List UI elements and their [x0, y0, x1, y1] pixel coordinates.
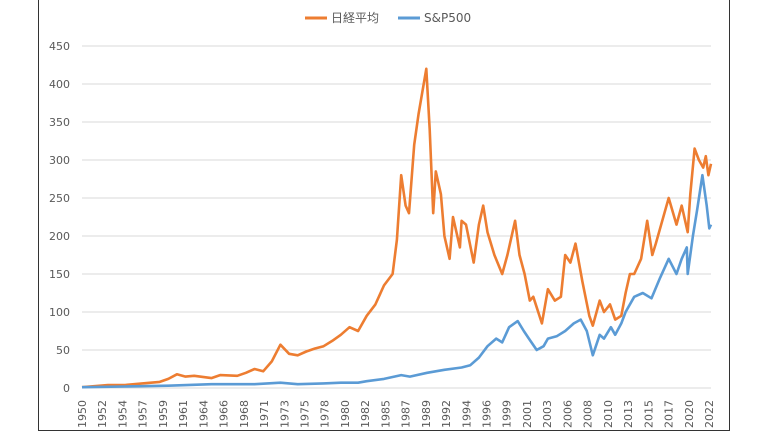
legend-label-sp500: S&P500	[424, 11, 471, 25]
x-tick-label: 1996	[481, 400, 494, 428]
x-tick-label: 1964	[197, 400, 210, 428]
x-tick-label: 1992	[440, 400, 453, 428]
series-line-nikkei	[81, 67, 713, 389]
y-tick-label: 350	[49, 116, 70, 129]
legend-label-nikkei: 日経平均	[331, 11, 379, 25]
x-tick-label: 2022	[703, 400, 716, 428]
x-tick-label: 1975	[298, 400, 311, 428]
y-tick-label: 150	[49, 268, 70, 281]
x-tick-label: 2003	[541, 400, 554, 428]
x-tick-label: 1989	[420, 400, 433, 428]
y-tick-label: 100	[49, 306, 70, 319]
x-tick-label: 1959	[157, 400, 170, 428]
x-axis-ticks: 1950 1952 1954 1957 1959 1961 1964 1966 1968 1971…	[76, 400, 716, 428]
x-tick-label: 2015	[642, 400, 655, 428]
y-tick-label: 400	[49, 78, 70, 91]
x-tick-label: 1987	[400, 400, 413, 428]
x-tick-label: 2017	[663, 400, 676, 428]
x-tick-label: 1985	[379, 400, 392, 428]
y-tick-label: 0	[63, 382, 70, 395]
y-tick-label: 450	[49, 40, 70, 53]
legend: 日経平均 S&P500	[305, 11, 471, 25]
x-tick-label: 1957	[137, 400, 150, 428]
gridlines	[82, 45, 711, 389]
x-tick-label: 2020	[683, 400, 696, 428]
y-tick-label: 200	[49, 230, 70, 243]
x-tick-label: 1999	[501, 400, 514, 428]
y-tick-label: 300	[49, 154, 70, 167]
y-tick-label: 50	[56, 344, 70, 357]
y-axis-ticks: 0 50 100 150 200 250 300 350 400 450	[49, 40, 70, 395]
x-tick-label: 1978	[319, 400, 332, 428]
x-tick-label: 1980	[339, 400, 352, 428]
x-tick-label: 1982	[359, 400, 372, 428]
series-lines	[81, 67, 713, 389]
x-tick-label: 1954	[116, 400, 129, 428]
chart-frame	[38, 0, 730, 431]
x-tick-label: 1971	[258, 400, 271, 428]
x-tick-label: 1950	[76, 400, 89, 428]
x-tick-label: 1952	[96, 400, 109, 428]
x-tick-label: 1968	[238, 400, 251, 428]
x-tick-label: 2001	[521, 400, 534, 428]
x-tick-label: 1973	[278, 400, 291, 428]
x-tick-label: 1961	[177, 400, 190, 428]
series-line-sp500	[81, 173, 713, 389]
x-tick-label: 2013	[622, 400, 635, 428]
x-tick-label: 2006	[561, 400, 574, 428]
x-tick-label: 2008	[582, 400, 595, 428]
x-tick-label: 1966	[218, 400, 231, 428]
y-tick-label: 250	[49, 192, 70, 205]
x-tick-label: 2010	[602, 400, 615, 428]
x-tick-label: 1994	[460, 400, 473, 428]
